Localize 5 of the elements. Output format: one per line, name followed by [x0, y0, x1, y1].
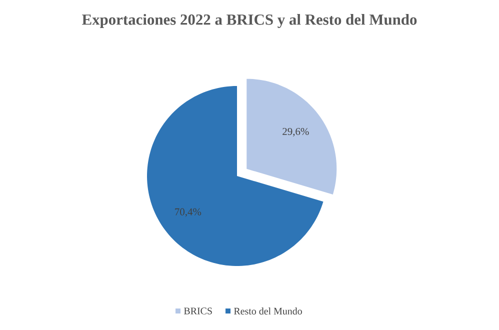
legend-label: BRICS [184, 308, 212, 314]
data-label: 29,6% [282, 128, 309, 137]
legend-label: Resto del Mundo [234, 307, 302, 314]
chart-title: Exportaciones 2022 a BRICS y al Resto del Mundo [82, 14, 417, 28]
data-label: 70,4% [175, 208, 202, 217]
